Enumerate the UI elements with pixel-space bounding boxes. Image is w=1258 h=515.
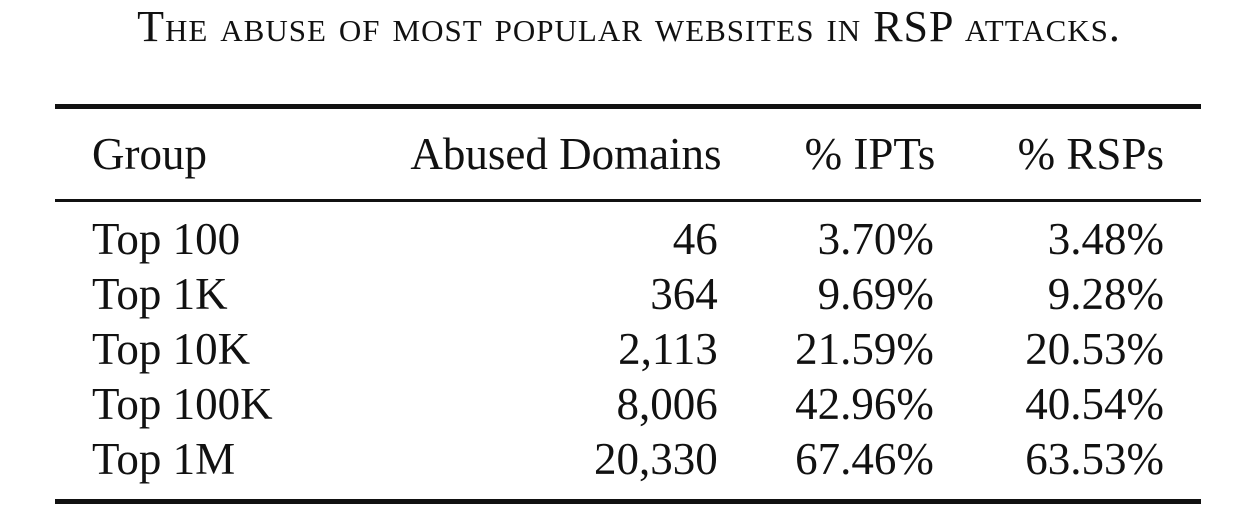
cell-group: Top 10K bbox=[92, 324, 251, 374]
results-table: Group Abused Domains % IPTs % RSPs Top 1… bbox=[55, 104, 1201, 504]
cell-group: Top 1M bbox=[92, 434, 236, 484]
cell-group: Top 1K bbox=[92, 269, 228, 319]
cell-rsps: 63.53% bbox=[1025, 434, 1164, 484]
header-rsps: % RSPs bbox=[1017, 129, 1164, 179]
header-abused-domains: Abused Domains bbox=[410, 129, 722, 179]
cell-ipts: 9.69% bbox=[817, 269, 934, 319]
data-table-body: Top 100 46 3.70% 3.48% Top 1K 364 9.69% … bbox=[55, 202, 1201, 499]
cell-ipts: 3.70% bbox=[817, 214, 934, 264]
cell-abused-domains: 20,330 bbox=[593, 434, 718, 484]
cell-ipts: 42.96% bbox=[795, 379, 934, 429]
cell-rsps: 20.53% bbox=[1025, 324, 1164, 374]
table-row: Top 100K 8,006 42.96% 40.54% bbox=[55, 377, 1201, 432]
cell-abused-domains: 2,113 bbox=[618, 324, 718, 374]
header-row: Group Abused Domains % IPTs % RSPs bbox=[55, 109, 1201, 199]
cell-rsps: 40.54% bbox=[1025, 379, 1164, 429]
cell-abused-domains: 364 bbox=[650, 269, 718, 319]
table-row: Top 1K 364 9.69% 9.28% bbox=[55, 267, 1201, 322]
mid-rule bbox=[55, 199, 1201, 202]
cell-ipts: 21.59% bbox=[795, 324, 934, 374]
header-ipts: % IPTs bbox=[804, 129, 936, 179]
top-rule bbox=[55, 104, 1201, 109]
table-row: Top 10K 2,113 21.59% 20.53% bbox=[55, 322, 1201, 377]
table-row: Top 100 46 3.70% 3.48% bbox=[55, 202, 1201, 267]
cell-abused-domains: 46 bbox=[672, 214, 718, 264]
cell-abused-domains: 8,006 bbox=[616, 379, 718, 429]
cell-rsps: 9.28% bbox=[1047, 269, 1164, 319]
cell-group: Top 100 bbox=[92, 214, 241, 264]
data-table: Group Abused Domains % IPTs % RSPs bbox=[55, 109, 1201, 199]
table-row: Top 1M 20,330 67.46% 63.53% bbox=[55, 432, 1201, 499]
bottom-rule bbox=[55, 499, 1201, 504]
cell-rsps: 3.48% bbox=[1047, 214, 1164, 264]
table-caption: The abuse of most popular websites in RS… bbox=[137, 2, 1121, 51]
header-group: Group bbox=[92, 129, 207, 179]
cell-ipts: 67.46% bbox=[795, 434, 934, 484]
cell-group: Top 100K bbox=[92, 379, 273, 429]
